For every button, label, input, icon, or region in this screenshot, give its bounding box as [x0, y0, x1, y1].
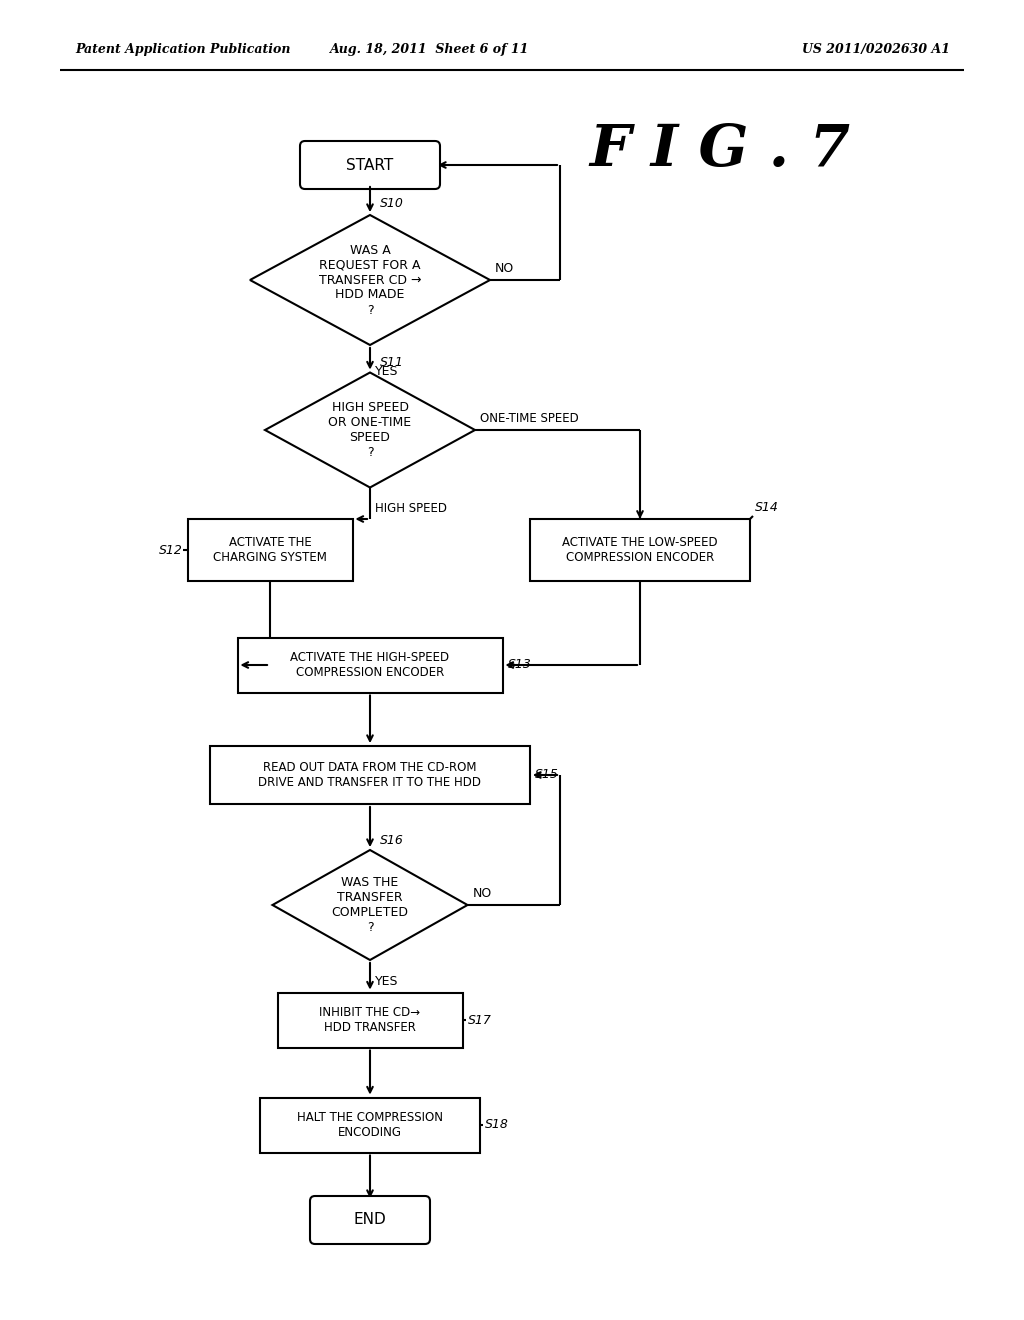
Bar [187, 519, 352, 581]
FancyBboxPatch shape [300, 141, 440, 189]
Text: END: END [353, 1213, 386, 1228]
Text: S14: S14 [755, 502, 779, 513]
Text: S11: S11 [380, 356, 403, 370]
Text: YES: YES [375, 975, 398, 987]
FancyBboxPatch shape [310, 1196, 430, 1243]
Polygon shape [265, 372, 475, 487]
Text: S17: S17 [468, 1014, 492, 1027]
Text: START: START [346, 157, 393, 173]
Text: ACTIVATE THE
CHARGING SYSTEM: ACTIVATE THE CHARGING SYSTEM [213, 536, 327, 564]
Polygon shape [250, 215, 490, 345]
Text: READ OUT DATA FROM THE CD-ROM
DRIVE AND TRANSFER IT TO THE HDD: READ OUT DATA FROM THE CD-ROM DRIVE AND … [258, 762, 481, 789]
Text: S16: S16 [380, 834, 403, 847]
Text: HIGH SPEED
OR ONE-TIME
SPEED
?: HIGH SPEED OR ONE-TIME SPEED ? [329, 401, 412, 459]
Text: YES: YES [375, 366, 398, 378]
Text: HIGH SPEED: HIGH SPEED [375, 503, 447, 516]
Text: WAS A
REQUEST FOR A
TRANSFER CD →
HDD MADE
?: WAS A REQUEST FOR A TRANSFER CD → HDD MA… [318, 243, 421, 317]
Bar [210, 746, 530, 804]
Text: S13: S13 [508, 659, 531, 672]
Text: ONE-TIME SPEED: ONE-TIME SPEED [480, 412, 579, 425]
Text: F I G . 7: F I G . 7 [590, 121, 851, 178]
Text: S15: S15 [535, 768, 559, 781]
Text: NO: NO [495, 261, 514, 275]
Bar [278, 993, 463, 1048]
Text: ACTIVATE THE LOW-SPEED
COMPRESSION ENCODER: ACTIVATE THE LOW-SPEED COMPRESSION ENCOD… [562, 536, 718, 564]
Text: S18: S18 [485, 1118, 509, 1131]
Text: HALT THE COMPRESSION
ENCODING: HALT THE COMPRESSION ENCODING [297, 1111, 443, 1139]
Text: Patent Application Publication: Patent Application Publication [75, 44, 291, 57]
Text: US 2011/0202630 A1: US 2011/0202630 A1 [802, 44, 950, 57]
Bar [530, 519, 750, 581]
Text: NO: NO [472, 887, 492, 900]
Text: ACTIVATE THE HIGH-SPEED
COMPRESSION ENCODER: ACTIVATE THE HIGH-SPEED COMPRESSION ENCO… [291, 651, 450, 678]
Text: WAS THE
TRANSFER
COMPLETED
?: WAS THE TRANSFER COMPLETED ? [332, 876, 409, 935]
Bar [260, 1097, 480, 1152]
Bar [238, 638, 503, 693]
Polygon shape [272, 850, 468, 960]
Text: S12: S12 [159, 544, 182, 557]
Text: INHIBIT THE CD→
HDD TRANSFER: INHIBIT THE CD→ HDD TRANSFER [319, 1006, 421, 1034]
Text: S10: S10 [380, 197, 403, 210]
Text: Aug. 18, 2011  Sheet 6 of 11: Aug. 18, 2011 Sheet 6 of 11 [331, 44, 529, 57]
